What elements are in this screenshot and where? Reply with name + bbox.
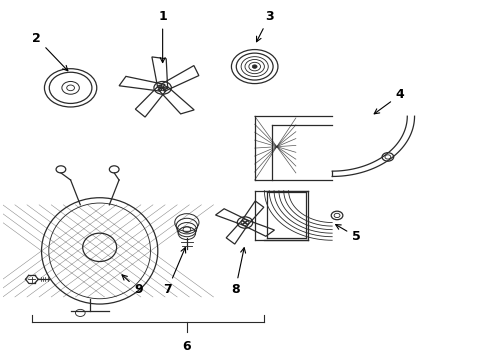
Text: 1: 1 [158, 10, 167, 63]
Text: 8: 8 [231, 248, 245, 296]
Text: 3: 3 [257, 10, 273, 42]
Text: 5: 5 [336, 225, 361, 243]
Text: 9: 9 [122, 275, 143, 296]
Text: 7: 7 [163, 248, 186, 296]
Circle shape [252, 65, 257, 68]
Ellipse shape [83, 233, 117, 261]
Text: 2: 2 [32, 32, 68, 71]
Text: 4: 4 [374, 89, 404, 114]
Text: 6: 6 [183, 340, 191, 353]
